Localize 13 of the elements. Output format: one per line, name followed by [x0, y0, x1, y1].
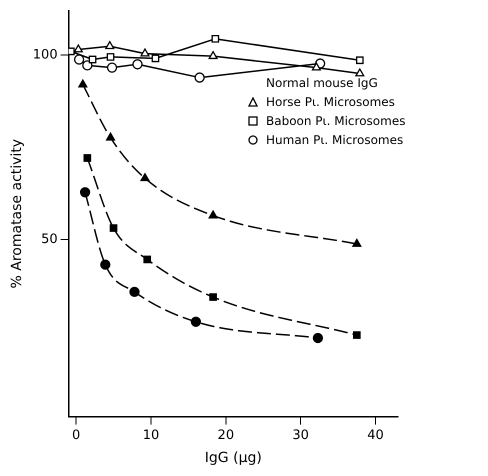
x-axis-title: IgG (μg) — [204, 450, 262, 466]
legend-label: Horse Pι. Microsomes — [266, 94, 395, 111]
x-tick-label: 20 — [218, 428, 234, 443]
y-tick-label: 50 — [41, 232, 58, 247]
x-tick-label: 10 — [142, 428, 160, 443]
y-tick-label: 100 — [32, 47, 58, 62]
legend-label: Human Pι. Microsomes — [266, 132, 404, 149]
y-axis-title: % Aromatase activity — [9, 138, 26, 288]
x-tick-label: 40 — [367, 428, 384, 443]
x-tick-label: 30 — [292, 428, 309, 443]
legend-title: Normal mouse IgG — [265, 74, 379, 92]
legend-label: Baboon Pι. Microsomes — [266, 112, 406, 130]
x-tick-label: 0 — [72, 428, 80, 443]
